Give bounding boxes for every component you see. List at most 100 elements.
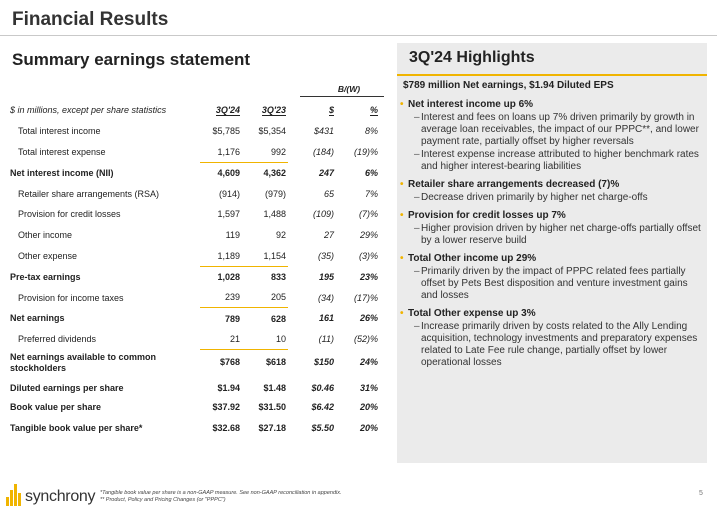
list-item: • Net interest income up 6% – Interest and…: [400, 99, 704, 173]
bullet-dot-icon: •: [400, 253, 404, 264]
better-worse-rule: [300, 96, 384, 97]
highlights-title: 3Q'24 Highlights: [409, 49, 535, 66]
earnings-table: $ in millions, except per share statisti…: [10, 100, 386, 438]
cell-3q23: 92: [275, 230, 286, 241]
table-row: Net earnings available to common stockho…: [10, 350, 386, 376]
dash-icon: –: [414, 223, 420, 234]
cell-3q23: 10: [242, 328, 288, 351]
cell-3q24: 1,176: [200, 141, 242, 163]
row-label: Tangible book value per share*: [10, 422, 143, 433]
row-label: Total interest expense: [18, 146, 106, 157]
cell-3q23: 1,488: [263, 209, 286, 220]
highlight-detail: Primarily driven by the impact of PPPC r…: [421, 266, 688, 301]
cell-percent-change: (19)%: [353, 146, 378, 157]
cell-percent-change: (17)%: [353, 292, 378, 303]
cell-percent-change: 20%: [359, 401, 378, 412]
cell-dollar-change: 247: [318, 167, 334, 178]
cell-3q23: 1,154: [242, 245, 288, 267]
bullet-dot-icon: •: [400, 308, 404, 319]
cell-3q23: 992: [242, 141, 288, 163]
cell-3q24: 789: [224, 313, 240, 324]
table-row: Other income 119 92 27 29%: [10, 225, 386, 246]
cell-dollar-change: $0.46: [311, 382, 334, 393]
synchrony-logo: synchrony: [6, 484, 96, 506]
cell-3q24: $32.68: [212, 422, 240, 433]
cell-percent-change: (3)%: [358, 250, 378, 261]
highlights-accent-rule: [397, 74, 707, 76]
table-row: Tangible book value per share* $32.68 $2…: [10, 417, 386, 438]
cell-percent-change: 31%: [359, 382, 378, 393]
table-row: Total interest expense 1,176 992 (184) (…: [10, 141, 386, 163]
table-row: Net interest income (NII) 4,609 4,362 24…: [10, 162, 386, 183]
cell-3q24: 119: [225, 230, 240, 241]
table-row: Other expense 1,189 1,154 (35) (3)%: [10, 245, 386, 267]
highlight-detail: Interest and fees on loans up 7% driven …: [421, 112, 699, 147]
bullet-dot-icon: •: [400, 210, 404, 221]
table-row: Book value per share $37.92 $31.50 $6.42…: [10, 396, 386, 417]
table-row: Provision for income taxes 239 205 (34) …: [10, 287, 386, 309]
cell-3q24: $768: [219, 357, 240, 368]
footnotes: *Tangible book value per share is a non-…: [100, 490, 342, 504]
cell-3q23: $27.18: [258, 422, 286, 433]
highlight-detail: Higher provision driven by higher net ch…: [421, 223, 701, 246]
cell-3q23: $1.48: [263, 382, 286, 393]
footnote-tbvps: *Tangible book value per share is a non-…: [100, 490, 342, 496]
cell-dollar-change: $150: [313, 357, 334, 368]
highlight-heading: Total Other expense up 3%: [408, 308, 536, 319]
cell-3q24: $5,785: [212, 126, 240, 137]
bullet-dot-icon: •: [400, 179, 404, 190]
dash-icon: –: [414, 266, 420, 277]
table-row: Provision for credit losses 1,597 1,488 …: [10, 204, 386, 225]
highlight-heading: Net interest income up 6%: [408, 99, 534, 110]
highlight-heading: Total Other income up 29%: [408, 253, 537, 264]
cell-dollar-change: 195: [318, 271, 334, 282]
cell-3q24: (914): [218, 188, 240, 199]
table-row: Net earnings 789 628 161 26%: [10, 308, 386, 329]
list-item: • Total Other income up 29% – Primarily dr…: [400, 253, 704, 302]
cell-3q24: 21: [200, 328, 242, 351]
cell-3q23: (979): [264, 188, 286, 199]
table-row: Retailer share arrangements (RSA) (914) …: [10, 183, 386, 204]
row-label: Net earnings: [10, 313, 65, 324]
dash-icon: –: [414, 149, 420, 160]
page-number: 5: [699, 490, 703, 497]
cell-3q23: $31.50: [258, 401, 286, 412]
cell-dollar-change: (11): [318, 334, 334, 345]
row-label: Other income: [18, 230, 73, 241]
cell-dollar-change: $431: [313, 126, 334, 137]
list-item: • Provision for credit losses up 7% – High…: [400, 210, 704, 247]
cell-3q24: $1.94: [217, 382, 240, 393]
dash-icon: –: [414, 321, 420, 332]
row-label: Total interest income: [18, 126, 101, 137]
cell-percent-change: 6%: [364, 167, 378, 178]
row-label: Provision for income taxes: [18, 292, 124, 303]
better-worse-label: B/(W): [337, 84, 361, 94]
cell-dollar-change: 65: [323, 188, 334, 199]
row-label: Preferred dividends: [18, 334, 97, 345]
cell-dollar-change: (35): [317, 250, 334, 261]
row-label: Diluted earnings per share: [10, 382, 124, 393]
bullet-dot-icon: •: [400, 99, 404, 110]
list-item: • Retailer share arrangements decreased (…: [400, 179, 704, 204]
cell-3q23: $5,354: [258, 126, 286, 137]
row-label: Other expense: [18, 250, 78, 261]
highlight-heading: Retailer share arrangements decreased (7…: [408, 179, 620, 190]
cell-percent-change: 20%: [359, 422, 378, 433]
row-label: Retailer share arrangements (RSA): [18, 188, 160, 199]
row-label: Net earnings available to common stockho…: [10, 351, 157, 373]
header-dollar-change: $: [328, 105, 334, 117]
table-row: Pre-tax earnings 1,028 833 195 23%: [10, 266, 386, 287]
cell-3q23: $618: [265, 357, 286, 368]
cell-percent-change: 7%: [364, 188, 378, 199]
highlight-detail: Increase primarily driven by costs relat…: [421, 321, 698, 368]
header-3q24: 3Q'24: [215, 105, 240, 117]
header-label: $ in millions, except per share statisti…: [10, 105, 167, 116]
row-label: Book value per share: [10, 401, 102, 412]
list-item: • Total Other expense up 3% – Increase pri…: [400, 308, 704, 369]
cell-dollar-change: (34): [317, 292, 334, 303]
cell-3q23: 833: [270, 272, 286, 283]
cell-3q24: 239: [200, 287, 242, 309]
row-label: Pre-tax earnings: [10, 271, 81, 282]
cell-percent-change: 8%: [364, 126, 378, 137]
cell-3q24: $37.92: [212, 401, 240, 412]
